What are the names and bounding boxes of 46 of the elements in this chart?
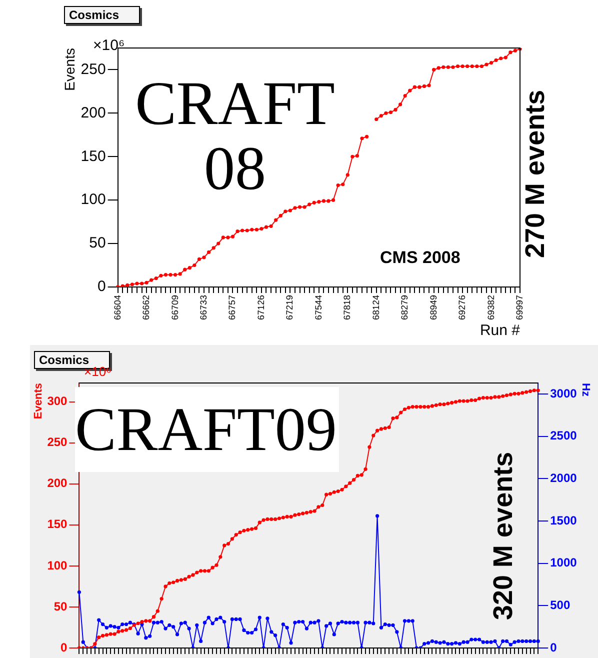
x-tick-label: 67544 xyxy=(313,294,324,320)
y-tick-label: 100 xyxy=(47,558,68,572)
x-tick-label: 67818 xyxy=(342,294,352,320)
y2-axis-title: Hz xyxy=(579,383,592,397)
y2-tick-label: 2000 xyxy=(550,470,578,485)
y-tick-label: 150 xyxy=(80,148,106,165)
annotation: CRAFT09 xyxy=(75,387,339,472)
y-tick-label: 150 xyxy=(47,517,68,532)
y-tick-label: 50 xyxy=(89,234,106,252)
x-tick-label: 66709 xyxy=(170,294,180,320)
y-tick-label: 0 xyxy=(97,278,106,296)
y-tick-label: 200 xyxy=(47,476,68,490)
y-tick-label: 0 xyxy=(60,640,68,654)
x-tick-label: 68949 xyxy=(428,294,438,320)
x-tick-label: 66604 xyxy=(112,294,122,320)
annotation: CMS 2008 xyxy=(380,248,460,268)
x-tick-label: 66733 xyxy=(198,294,208,320)
x-tick-label: 66757 xyxy=(227,294,238,320)
y-tick-label: 200 xyxy=(80,104,106,122)
y-tick-label: 50 xyxy=(54,599,68,614)
y-tick-label: 300 xyxy=(47,394,68,408)
y2-tick-label: 1500 xyxy=(550,513,578,528)
x-tick-label: 66662 xyxy=(141,294,152,320)
x-axis-title: Run # xyxy=(480,322,521,340)
y-tick-label: 250 xyxy=(47,435,68,450)
x-tick-label: 68279 xyxy=(400,294,410,320)
x-tick-label: 68124 xyxy=(370,294,381,320)
annotation: ×10⁶ xyxy=(93,37,125,54)
x-tick-label: 69997 xyxy=(514,294,524,320)
x-tick-label: 69382 xyxy=(486,294,496,320)
y2-tick-label: 3000 xyxy=(550,386,578,400)
y-axis-title: Events xyxy=(61,48,78,91)
y2-tick-label: 500 xyxy=(550,598,570,612)
x-tick-label: 67126 xyxy=(256,294,266,320)
chart-title: Cosmics xyxy=(64,6,140,24)
y-tick-label: 250 xyxy=(80,60,106,78)
x-tick-label: 67219 xyxy=(284,294,295,320)
y-axis-title: Events xyxy=(32,383,45,420)
annotation: 270 M events xyxy=(520,90,551,258)
annotation: 320 M events xyxy=(488,452,519,620)
annotation: CRAFT 08 xyxy=(134,70,336,204)
y-tick-label: 100 xyxy=(80,191,106,208)
y2-tick-label: 2500 xyxy=(550,428,578,443)
y2-tick-label: 0 xyxy=(550,640,558,654)
x-tick-label: 69276 xyxy=(457,294,468,320)
y2-tick-label: 1000 xyxy=(550,556,578,570)
